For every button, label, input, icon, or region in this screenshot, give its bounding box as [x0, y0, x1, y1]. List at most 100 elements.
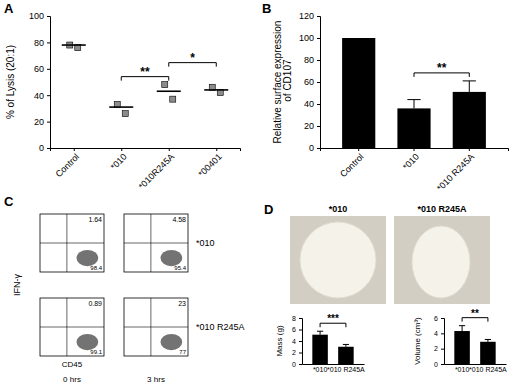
tick-label: 100: [29, 11, 44, 21]
bar: [397, 108, 430, 148]
row-label: *010: [196, 238, 215, 248]
quadrant-label: 99.1: [90, 349, 102, 355]
tick-label: 60: [304, 77, 314, 87]
tick: 0: [39, 143, 50, 153]
tick: Control: [54, 148, 82, 179]
quadrant-label: 98.4: [90, 265, 102, 271]
tumor: [412, 226, 470, 298]
tick: *010: [313, 364, 328, 373]
y-axis: 02468: [292, 315, 302, 368]
y-axis-title: Mass (g): [275, 325, 284, 356]
panel-title: D: [264, 202, 273, 217]
tick-label: 20: [304, 121, 314, 131]
plot-area: [454, 326, 495, 364]
tick-mark: [47, 69, 50, 70]
x-axis: Control*010*010R245A*00401: [51, 148, 241, 191]
axis-line: [51, 149, 241, 152]
tick: 4: [434, 330, 444, 337]
population: [76, 250, 98, 266]
bar: [342, 38, 375, 148]
tick-label: 120: [299, 11, 314, 21]
chart: 020406080100120Control*010*010 R245A**: [299, 11, 509, 193]
plot-frame: [40, 214, 104, 272]
tick-mark: [317, 38, 320, 39]
tick: 100: [29, 11, 50, 21]
tick-label: Control: [338, 152, 366, 180]
tick-label: *010: [313, 366, 328, 373]
quadrant-label: 95.4: [174, 265, 186, 271]
tick-label: 2: [434, 345, 438, 352]
population: [160, 250, 182, 266]
bar: [453, 92, 486, 148]
tick-label: *010 R245A: [327, 366, 365, 373]
tick-mark: [47, 148, 50, 149]
tick-label: 40: [34, 91, 44, 101]
error-bar: [459, 326, 465, 331]
y-axis-title: IFN-γ: [12, 274, 22, 296]
quadrant-label: 1.64: [88, 216, 102, 223]
tick-label: 2: [292, 349, 296, 356]
tick: 60: [34, 64, 50, 74]
tick-mark: [47, 122, 50, 123]
mean-line: [157, 90, 181, 92]
axis-line: [299, 319, 303, 365]
tick: 40: [304, 99, 320, 109]
tick-mark: [299, 364, 302, 365]
chart: 02468*010*010 R245A***: [292, 313, 365, 373]
tick: *010 R245A: [435, 148, 476, 193]
tick: 2: [292, 349, 302, 356]
tick-mark: [47, 16, 50, 17]
tick: *010 R245A: [469, 364, 507, 373]
x-axis-title: CD45: [62, 360, 83, 369]
quadrant-label: 77: [179, 349, 186, 355]
mean-line: [109, 106, 133, 108]
flow-plot: 1.64 98.4: [40, 214, 104, 272]
error-bar: [317, 331, 323, 334]
axis-line: [441, 319, 445, 365]
tick-label: *010: [455, 366, 470, 373]
tick-label: *010R245A: [137, 152, 177, 192]
tick-label: *00401: [196, 152, 223, 179]
y-axis-title: Volume (cm³): [413, 317, 422, 365]
tick-mark: [441, 349, 444, 350]
tick: 20: [34, 117, 50, 127]
tick: 40: [34, 91, 50, 101]
tick: 80: [304, 55, 320, 65]
y-axis-title: Relative surface expression of CD107: [272, 21, 293, 144]
tick-mark: [317, 104, 320, 105]
plot-frame: [40, 298, 104, 356]
tick-mark: [74, 148, 75, 151]
point: [122, 111, 128, 117]
tick: 80: [34, 38, 50, 48]
panel-title: A: [4, 1, 14, 16]
axis-line: [317, 17, 321, 149]
x-axis: *010*010 R245A: [303, 364, 366, 373]
gate-line: [40, 243, 104, 244]
tick: 2: [434, 345, 444, 352]
tick-label: 0: [292, 361, 296, 368]
photo-panel: *010*010 R245A: [290, 204, 490, 304]
error-bar: [485, 339, 491, 341]
quadrant-label: 0.89: [88, 300, 102, 307]
tick: 6: [292, 326, 302, 333]
tumor: [300, 222, 376, 298]
tick-mark: [317, 126, 320, 127]
plot-frame: [124, 298, 188, 356]
tick-mark: [121, 148, 122, 151]
tick-label: 60: [34, 64, 44, 74]
tick-label: 0: [39, 143, 44, 153]
chart: 0246*010*010 R245A**: [434, 308, 507, 373]
axis-line: [321, 149, 509, 152]
significance-label: **: [437, 61, 447, 75]
tick-label: 4: [434, 330, 438, 337]
tick-mark: [299, 353, 302, 354]
tick-mark: [358, 148, 359, 151]
population: [160, 334, 182, 350]
gate-line: [124, 327, 188, 328]
tick-label: 80: [304, 55, 314, 65]
point: [170, 96, 176, 102]
bar: [480, 342, 496, 364]
tick: *010 R245A: [327, 364, 365, 373]
bar: [338, 347, 354, 364]
mean-line: [62, 44, 86, 46]
